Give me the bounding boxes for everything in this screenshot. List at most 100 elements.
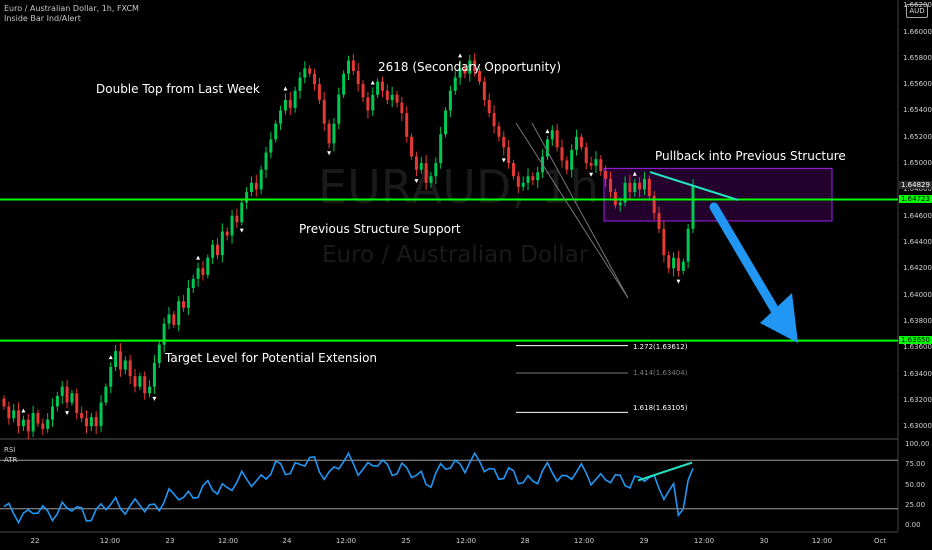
candle-body: [419, 163, 423, 170]
candle-body: [380, 81, 384, 91]
candle-body: [642, 178, 646, 190]
candle-body: [536, 172, 540, 181]
candle-body: [395, 94, 399, 103]
candle-body: [26, 419, 30, 432]
candle-body: [511, 163, 515, 177]
candle-body: [274, 123, 278, 140]
price-tick: 1.63400: [903, 369, 932, 378]
inside-bar-marker: [196, 255, 201, 260]
time-tick: 25: [401, 537, 411, 545]
candle-body: [414, 156, 418, 170]
candle-body: [293, 90, 297, 108]
candle-body: [220, 231, 224, 256]
price-tick: 1.64600: [903, 211, 932, 220]
inside-bar-marker: [21, 408, 26, 413]
symbol-title: Euro / Australian Dollar, 1h, FXCM: [4, 4, 139, 13]
candle-body: [545, 139, 549, 157]
inside-bar-marker: [239, 228, 244, 233]
candle-body: [99, 402, 103, 427]
candle-body: [138, 376, 142, 387]
candle-body: [133, 376, 137, 387]
oscillator-pane: [0, 451, 898, 525]
time-tick: 22: [30, 537, 40, 545]
price-tick: 1.66200: [903, 1, 932, 10]
candle-body: [269, 139, 273, 153]
candle-body: [12, 410, 16, 419]
price-tick: 1.63600: [903, 343, 932, 352]
inside-bar-markers-layer: [21, 53, 681, 416]
candle-body: [186, 288, 190, 308]
annotation-double-top: Double Top from Last Week: [96, 82, 260, 96]
candle-body: [327, 123, 331, 144]
candle-body: [206, 257, 210, 275]
candle-body: [162, 323, 166, 345]
candle-body: [604, 170, 608, 179]
candle-body: [211, 244, 215, 258]
candle-body: [376, 81, 380, 95]
candle-body: [31, 413, 35, 432]
candle-body: [143, 376, 147, 394]
trendline-2: [531, 122, 629, 299]
candle-body: [172, 314, 176, 325]
candle-body: [667, 255, 671, 269]
candle-body: [575, 136, 579, 150]
candle-body: [681, 261, 685, 271]
candle-body: [405, 113, 409, 137]
candle-body: [322, 99, 326, 124]
candle-body: [400, 102, 404, 114]
candle-body: [371, 94, 375, 111]
candle-body: [264, 152, 268, 170]
price-badge: 1.64829: [899, 180, 932, 189]
price-tick: 1.64200: [903, 264, 932, 273]
inside-bar-marker: [152, 396, 157, 401]
drawings-layer: [515, 122, 798, 343]
time-tick: 12:00: [573, 537, 595, 545]
candle-body: [230, 215, 234, 236]
time-tick: 30: [759, 537, 769, 545]
candle-body: [478, 71, 482, 82]
candle-body: [521, 182, 525, 187]
inside-bar-marker: [545, 129, 550, 134]
candle-body: [60, 386, 64, 396]
candle-body: [361, 84, 365, 98]
candle-body: [317, 84, 321, 100]
rsi-line: [3, 451, 694, 525]
candle-body: [225, 231, 229, 236]
candle-body: [385, 90, 389, 100]
candle-body: [390, 94, 394, 100]
candle-body: [652, 195, 656, 214]
annotation-pullback: Pullback into Previous Structure: [655, 149, 846, 163]
candle-body: [313, 73, 317, 85]
candle-body: [638, 182, 642, 190]
candle-body: [55, 395, 59, 407]
candle-body: [434, 163, 438, 177]
inside-bar-marker: [676, 279, 681, 284]
candle-body: [351, 60, 355, 72]
candle-body: [254, 182, 258, 190]
candle-body: [51, 406, 55, 420]
candle-body: [565, 160, 569, 170]
candle-body: [356, 71, 360, 85]
fib-extension-layer: [516, 345, 628, 413]
inside-bar-marker: [414, 179, 419, 184]
candle-body: [492, 113, 496, 127]
inside-bar-marker: [501, 158, 506, 163]
candle-body: [458, 68, 462, 78]
candle-body: [201, 268, 205, 275]
fib-label-1618: 1.618(1.63105): [633, 404, 688, 412]
osc-tick: 50.00: [905, 480, 926, 489]
candle-body: [152, 363, 156, 387]
currency-badge[interactable]: AUD: [906, 4, 928, 18]
candle-body: [109, 366, 113, 387]
time-tick: Oct: [873, 537, 887, 545]
price-tick: 1.65600: [903, 80, 932, 89]
projection-arrow-shaft: [709, 202, 787, 327]
inside-bar-marker: [108, 355, 113, 360]
candle-body: [279, 110, 283, 124]
price-tick: 1.64800: [903, 185, 932, 194]
inside-bar-marker: [458, 53, 463, 58]
candle-body: [633, 182, 637, 193]
candle-body: [453, 77, 457, 91]
osc-label-atr: ATR: [4, 456, 18, 464]
